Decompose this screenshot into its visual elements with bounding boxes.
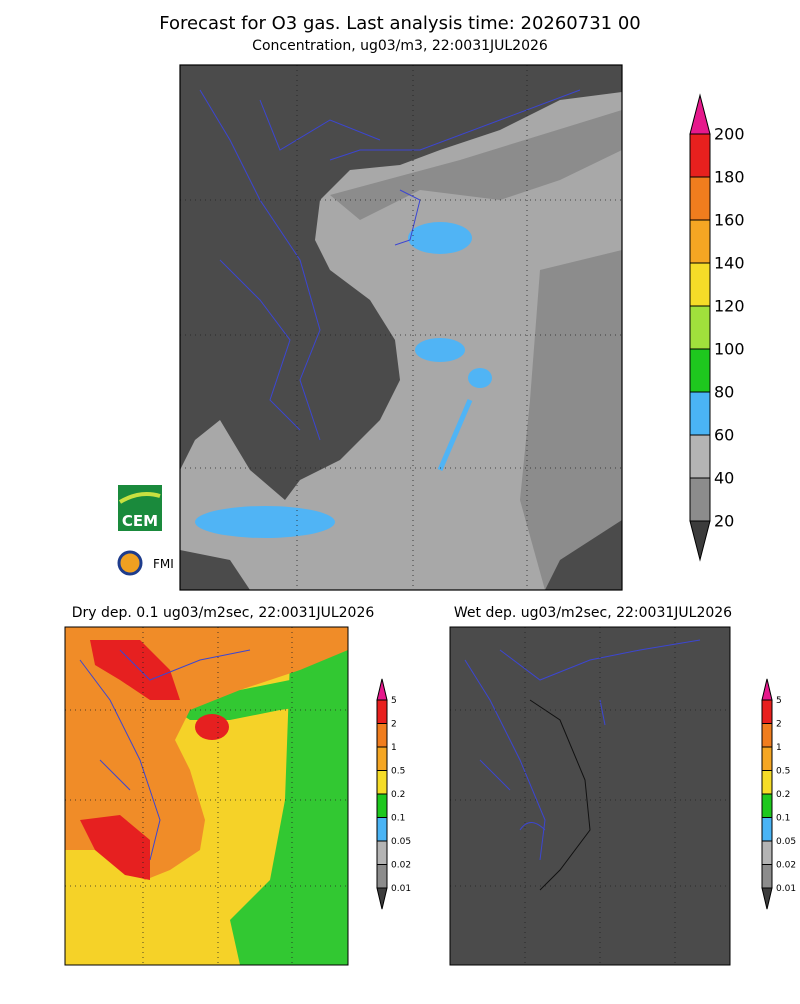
colorbar-label: 1 bbox=[391, 743, 397, 753]
colorbar-label: 0.05 bbox=[391, 837, 411, 847]
colorbar-label: 40 bbox=[714, 469, 734, 488]
colorbar-label: 1 bbox=[776, 743, 782, 753]
colorbar-cap bbox=[689, 93, 711, 135]
colorbar-label: 0.2 bbox=[776, 790, 790, 800]
colorbar-segment bbox=[376, 746, 388, 771]
fmi-text: FMI bbox=[153, 557, 174, 571]
colorbar-label: 80 bbox=[714, 383, 734, 402]
main-map bbox=[179, 64, 623, 591]
cem-logo: CEM bbox=[118, 485, 162, 531]
colorbar-label: 20 bbox=[714, 512, 734, 531]
colorbar-label: 200 bbox=[714, 125, 745, 144]
colorbar-segment bbox=[376, 840, 388, 865]
colorbar-segment bbox=[376, 699, 388, 724]
colorbar-label: 0.5 bbox=[391, 767, 405, 777]
colorbar-label: 60 bbox=[714, 426, 734, 445]
colorbar-label: 0.02 bbox=[776, 861, 796, 871]
colorbar-label: 160 bbox=[714, 211, 745, 230]
subtitle: Concentration, ug03/m3, 22:0031JUL2026 bbox=[252, 38, 548, 54]
colorbar-segment bbox=[376, 793, 388, 818]
colorbar-segment bbox=[689, 219, 711, 264]
colorbar-segment bbox=[689, 176, 711, 221]
colorbar-label: 2 bbox=[776, 720, 782, 730]
colorbar-cap bbox=[376, 887, 388, 910]
colorbar-label: 0.1 bbox=[776, 814, 790, 824]
colorbar-segment bbox=[689, 305, 711, 350]
colorbar-segment bbox=[761, 699, 773, 724]
colorbar-label: 180 bbox=[714, 168, 745, 187]
panel-title: Wet dep. ug03/m2sec, 22:0031JUL2026 bbox=[454, 605, 732, 621]
wet-map bbox=[449, 626, 731, 966]
colorbar-label: 2 bbox=[391, 720, 397, 730]
colorbar-segment bbox=[689, 434, 711, 479]
colorbar-label: 0.02 bbox=[391, 861, 411, 871]
colorbar-segment bbox=[761, 746, 773, 771]
colorbar-cap bbox=[689, 520, 711, 562]
cem-text: CEM bbox=[122, 512, 158, 530]
colorbar-segment bbox=[376, 864, 388, 889]
colorbar-segment bbox=[761, 723, 773, 748]
colorbar-label: 0.01 bbox=[391, 884, 411, 894]
colorbar-label: 0.01 bbox=[776, 884, 796, 894]
colorbar-segment bbox=[689, 262, 711, 307]
colorbar-segment bbox=[761, 864, 773, 889]
colorbar-segment bbox=[761, 817, 773, 842]
colorbar-label: 0.2 bbox=[391, 790, 405, 800]
colorbar-label: 100 bbox=[714, 340, 745, 359]
dry-map bbox=[64, 626, 349, 966]
colorbar-segment bbox=[761, 793, 773, 818]
fmi-logo: FMI bbox=[117, 550, 174, 576]
colorbar-label: 120 bbox=[714, 297, 745, 316]
colorbar-segment bbox=[761, 770, 773, 795]
colorbar-cap bbox=[761, 678, 773, 701]
colorbar-segment bbox=[689, 391, 711, 436]
colorbar-label: 0.5 bbox=[776, 767, 790, 777]
colorbar-segment bbox=[689, 348, 711, 393]
title: Forecast for O3 gas. Last analysis time:… bbox=[159, 13, 641, 34]
colorbar-cap bbox=[376, 678, 388, 701]
colorbar-segment bbox=[761, 840, 773, 865]
colorbar-segment bbox=[376, 723, 388, 748]
colorbar-segment bbox=[376, 770, 388, 795]
colorbar-segment bbox=[689, 477, 711, 522]
colorbar-label: 5 bbox=[776, 696, 782, 706]
colorbar-label: 0.1 bbox=[391, 814, 405, 824]
colorbar-label: 140 bbox=[714, 254, 745, 273]
colorbar-label: 5 bbox=[391, 696, 397, 706]
colorbar-label: 0.05 bbox=[776, 837, 796, 847]
panel-title: Dry dep. 0.1 ug03/m2sec, 22:0031JUL2026 bbox=[72, 605, 375, 621]
colorbar-segment bbox=[376, 817, 388, 842]
colorbar-cap bbox=[761, 887, 773, 910]
colorbar-segment bbox=[689, 133, 711, 178]
